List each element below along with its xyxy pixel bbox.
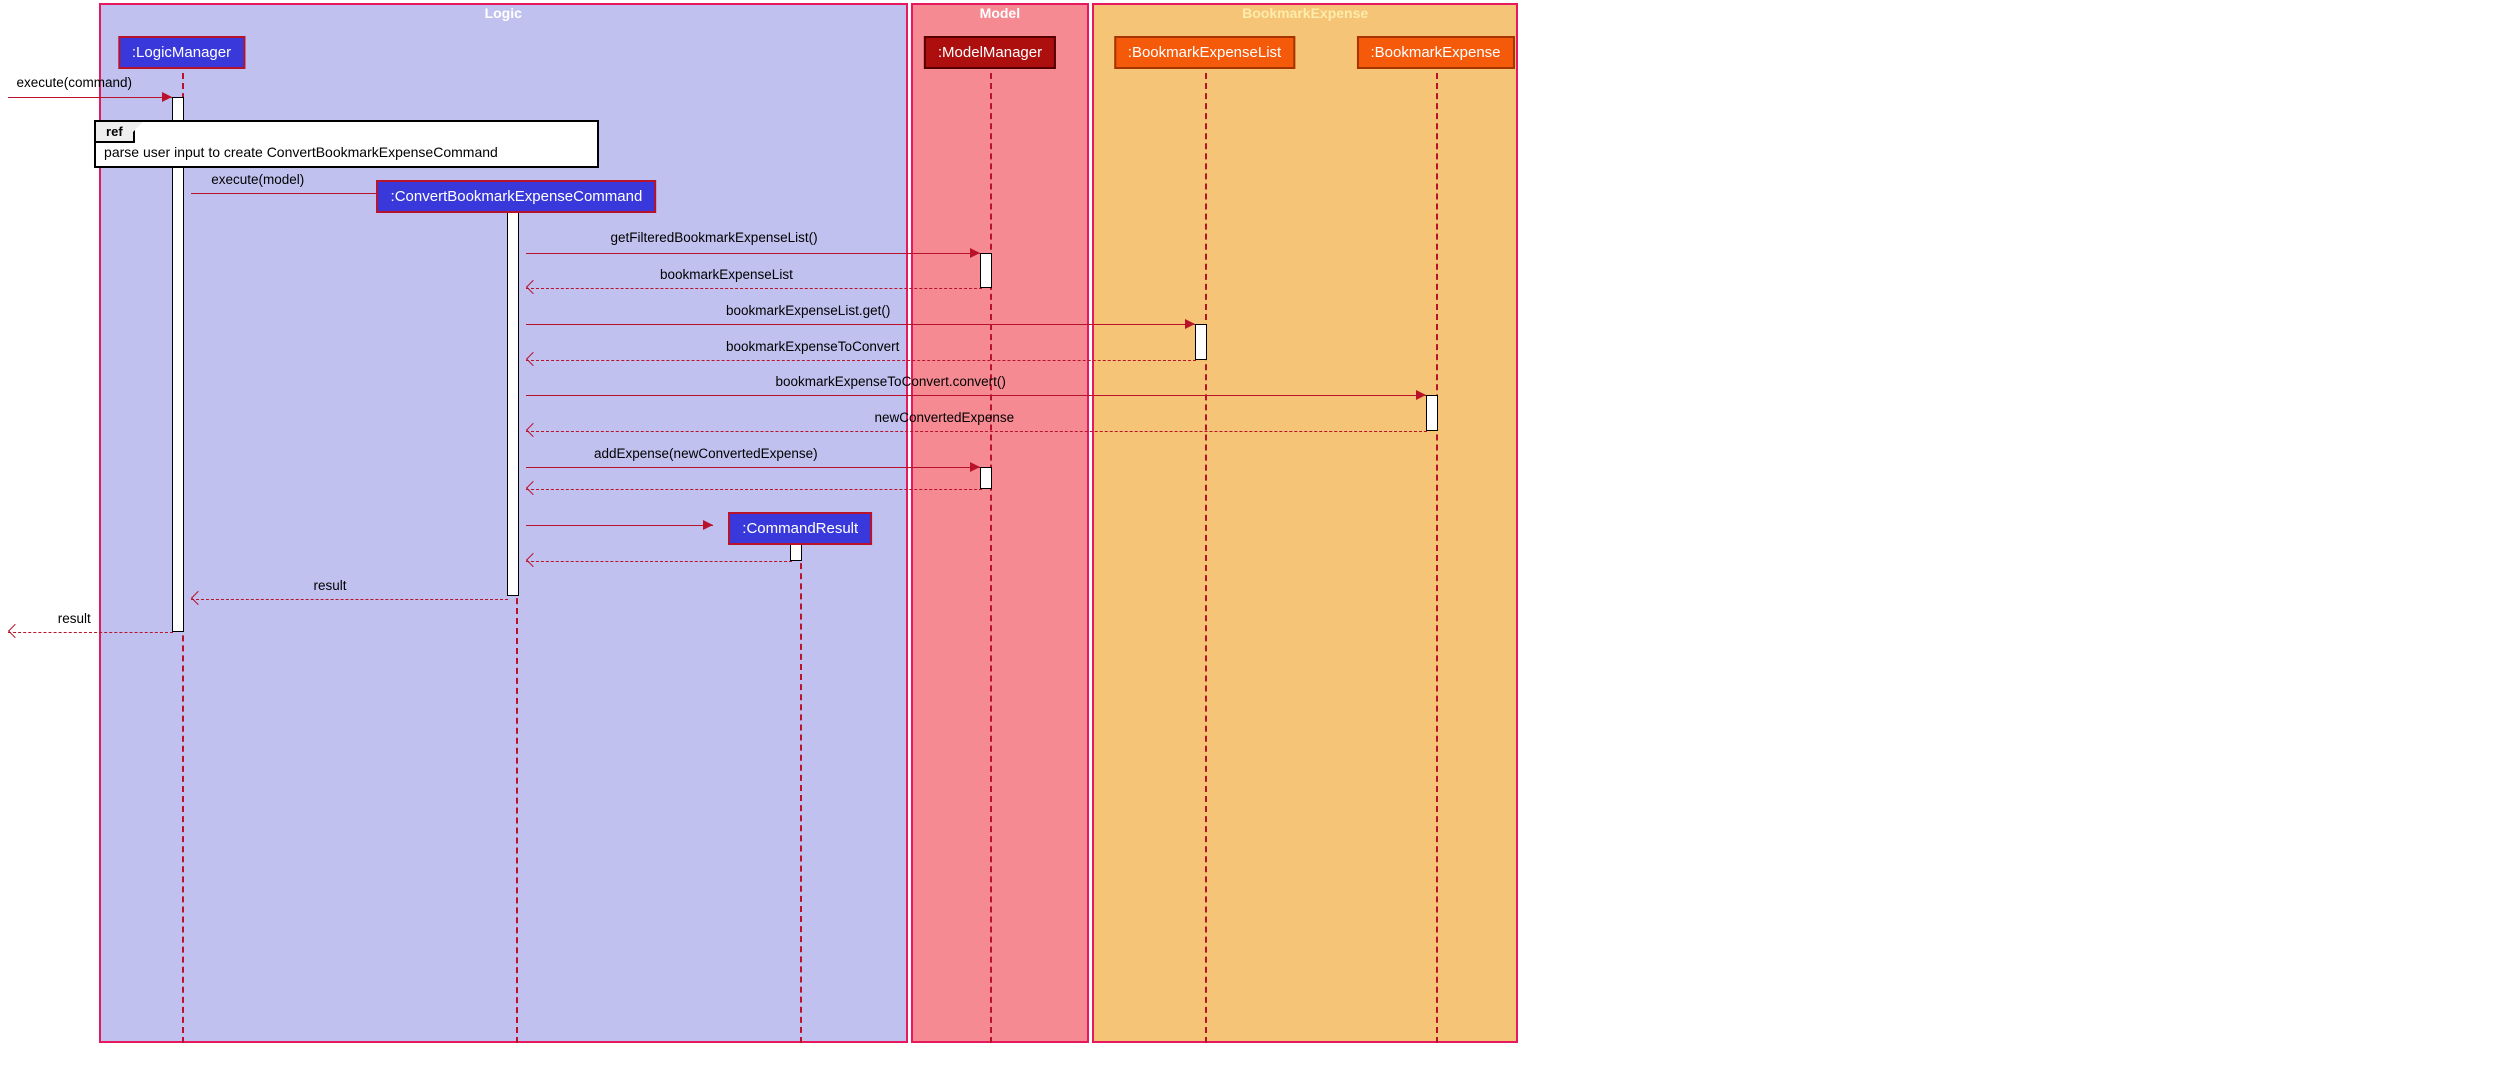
activation-2 [980,253,992,289]
arrow-0 [162,92,172,102]
msg-label-6: bookmarkExpenseToConvert.convert() [776,374,1006,389]
frame-title-logic: Logic [485,3,522,23]
msg-label-13: result [58,611,91,626]
sequence-diagram: Logic Model BookmarkExpense :LogicManager :C… [0,0,1520,660]
msg-label-8: addExpense(newConvertedExpense) [594,446,818,461]
lifeline-bk_exp [1436,73,1438,1043]
msg-label-1: execute(model) [211,172,304,187]
msg-line-5 [526,360,1196,361]
msg-line-3 [526,288,981,289]
arrow-13 [8,624,22,638]
lifeline-bk_list [1205,73,1207,1043]
frame-title-model: Model [980,3,1020,23]
msg-line-12 [191,599,508,600]
msg-line-11 [526,561,792,562]
participant-logic_mgr: :LogicManager [118,36,245,69]
msg-line-8 [526,467,980,468]
msg-label-5: bookmarkExpenseToConvert [726,339,899,354]
frame-model: Model [911,3,1089,1043]
ref-label: ref [96,122,135,143]
lifeline-cmd_result [800,543,802,1044]
msg-label-4: bookmarkExpenseList.get() [726,303,890,318]
msg-line-2 [526,253,980,254]
msg-label-7: newConvertedExpense [875,410,1015,425]
activation-4 [1426,395,1438,431]
msg-line-4 [526,324,1194,325]
arrow-10 [703,520,713,530]
frame-bookmark: BookmarkExpense [1092,3,1518,1043]
participant-model_mgr: :ModelManager [924,36,1056,69]
msg-line-9 [526,489,981,490]
msg-line-13 [8,632,173,633]
msg-label-0: execute(command) [17,75,133,90]
frame-title-bookmark: BookmarkExpense [1242,3,1368,23]
lifeline-model_mgr [990,73,992,1043]
msg-line-0 [8,97,171,98]
msg-line-10 [526,525,712,526]
msg-line-6 [526,395,1425,396]
arrow-4 [1185,319,1195,329]
msg-label-2: getFilteredBookmarkExpenseList() [611,230,818,245]
arrow-6 [1416,390,1426,400]
activation-3 [1195,324,1207,360]
arrow-8 [970,462,980,472]
arrow-2 [970,248,980,258]
msg-label-3: bookmarkExpenseList [660,267,793,282]
ref-fragment: refparse user input to create ConvertBoo… [94,120,599,168]
participant-bk_list: :BookmarkExpenseList [1114,36,1295,69]
activation-5 [980,467,992,490]
participant-bk_exp: :BookmarkExpense [1356,36,1514,69]
activation-6 [790,543,802,561]
msg-label-12: result [314,578,347,593]
activation-1 [507,193,519,596]
msg-line-7 [526,431,1427,432]
activation-0 [172,97,184,632]
participant-convert_cmd: :ConvertBookmarkExpenseCommand [377,180,657,213]
participant-cmd_result: :CommandResult [728,512,872,545]
ref-text: parse user input to create ConvertBookma… [96,122,597,166]
